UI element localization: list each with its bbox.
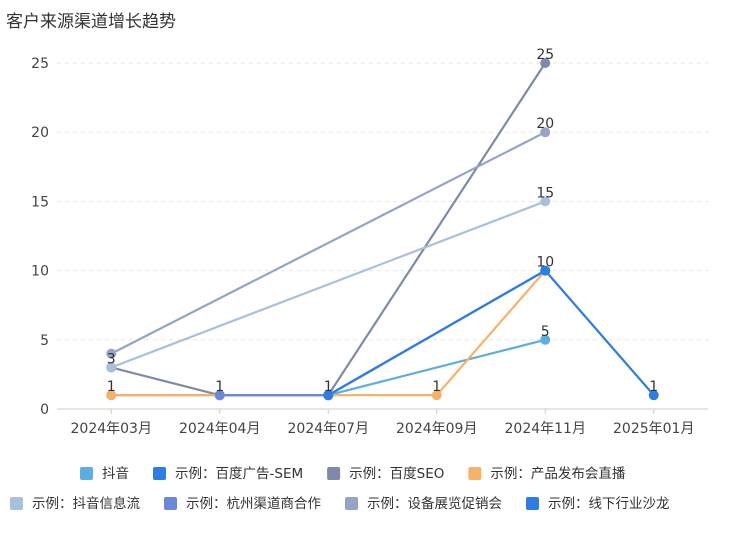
data-label: 25 — [536, 47, 554, 63]
legend-swatch[interactable] — [327, 467, 341, 480]
x-tick-label: 2024年11月 — [505, 421, 586, 437]
data-point — [540, 334, 551, 345]
data-point — [540, 127, 551, 138]
data-point — [648, 390, 659, 401]
x-tick-label: 2025年01月 — [613, 421, 694, 437]
chart-title: 客户来源渠道增长趋势 — [6, 12, 176, 32]
series-line — [110, 200, 546, 369]
data-label: 1 — [107, 379, 116, 395]
data-point — [540, 58, 551, 68]
legend-label[interactable]: 示例：抖音信息流 — [32, 495, 140, 512]
legend-swatch[interactable] — [80, 467, 93, 480]
data-point — [106, 390, 117, 401]
legend-label[interactable]: 示例：产品发布会直播 — [490, 466, 625, 482]
data-label: 1 — [432, 379, 441, 395]
y-tick-label: 25 — [31, 56, 49, 72]
x-tick-label: 2024年04月 — [179, 421, 260, 437]
legend-label[interactable]: 示例：线下行业沙龙 — [548, 496, 670, 512]
data-label: 3 — [107, 351, 116, 367]
series-line — [111, 269, 547, 397]
legend-label[interactable]: 示例：百度SEO — [349, 466, 444, 482]
data-label: 1 — [324, 379, 333, 395]
y-tick-label: 0 — [40, 402, 49, 418]
legend-swatch[interactable] — [345, 497, 358, 510]
data-label: 10 — [536, 255, 554, 271]
series-line — [327, 269, 546, 397]
y-tick-label: 5 — [40, 333, 49, 349]
legend-swatch[interactable] — [153, 467, 166, 480]
data-point — [431, 390, 442, 401]
data-point — [214, 390, 225, 401]
y-tick-label: 20 — [31, 125, 49, 141]
legend-swatch[interactable] — [10, 497, 23, 510]
series-line — [110, 131, 546, 355]
y-tick-label: 10 — [31, 264, 49, 280]
legend-swatch[interactable] — [468, 467, 482, 480]
data-point — [106, 362, 117, 373]
x-tick-label: 2024年09月 — [396, 421, 477, 437]
legend-label[interactable]: 示例：设备展览促销会 — [367, 495, 502, 512]
legend-swatch[interactable] — [526, 497, 539, 510]
data-point — [540, 265, 551, 276]
legend-label[interactable]: 示例：百度广告-SEM — [175, 466, 303, 482]
data-label: 1 — [649, 379, 658, 395]
series-line — [219, 269, 546, 397]
data-label: 20 — [536, 116, 554, 132]
legend-swatch[interactable] — [164, 497, 177, 510]
data-label: 5 — [541, 324, 550, 340]
data-point — [323, 390, 334, 401]
legend-label[interactable]: 抖音 — [102, 465, 129, 482]
data-label: 15 — [536, 185, 554, 201]
legend-label[interactable]: 示例：杭州渠道商合作 — [186, 496, 321, 512]
x-tick-label: 2024年07月 — [288, 421, 369, 437]
x-tick-label: 2024年03月 — [71, 421, 152, 437]
y-tick-label: 15 — [31, 194, 49, 210]
data-label: 1 — [215, 379, 224, 395]
data-point — [106, 348, 117, 359]
data-point — [540, 196, 551, 207]
